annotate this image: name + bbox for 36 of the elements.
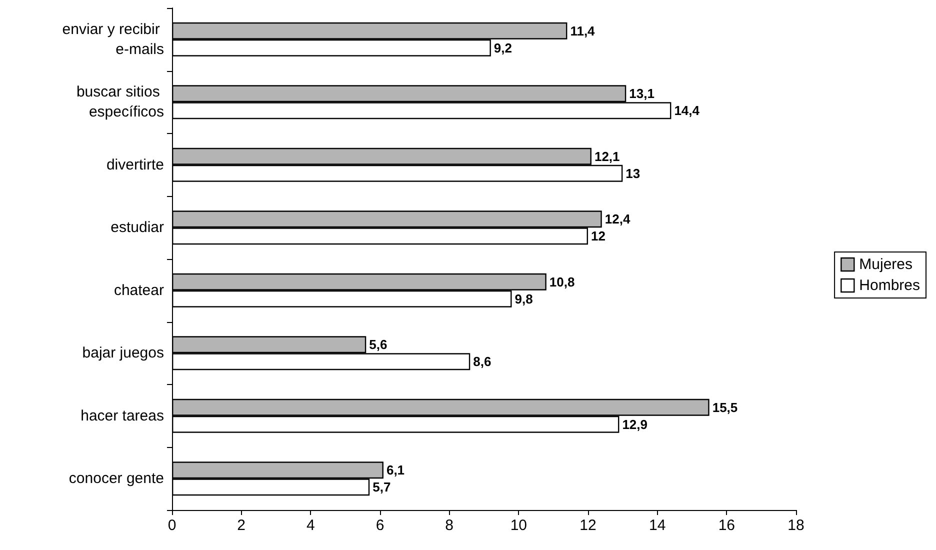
x-tick-label: 8 <box>445 517 454 534</box>
x-tick-label: 14 <box>648 517 666 534</box>
y-tick-label: buscar sitios específicos <box>76 84 164 121</box>
x-tick-label: 16 <box>718 517 736 534</box>
legend-label: Hombres <box>859 277 920 294</box>
x-tick-label: 12 <box>580 517 596 534</box>
data-label: 5,6 <box>369 337 388 352</box>
x-tick-label: 18 <box>788 517 804 534</box>
y-tick-label: enviar y recibir e-mails <box>62 20 164 58</box>
data-label: 5,7 <box>372 480 391 495</box>
y-tick-label: chatear <box>114 282 164 299</box>
x-tick-label: 6 <box>376 517 384 534</box>
y-tick-label: estudiar <box>110 219 164 236</box>
data-label: 15,5 <box>712 400 738 415</box>
data-label: 14,4 <box>674 103 700 118</box>
x-tick-label: 2 <box>237 517 246 534</box>
y-tick-label: hacer tareas <box>80 407 164 424</box>
x-tick-label: 10 <box>510 517 528 534</box>
x-tick-label: 0 <box>168 517 176 534</box>
legend-label: Mujeres <box>859 256 913 273</box>
data-label: 12,4 <box>604 212 631 227</box>
x-tick-label: 4 <box>306 517 315 534</box>
data-label: 12,1 <box>594 148 620 164</box>
y-tick-label: conocer gente <box>68 470 164 488</box>
data-label: 10,8 <box>549 274 575 290</box>
y-tick-label: divertirte <box>106 156 164 174</box>
data-label: 13,1 <box>629 86 654 102</box>
data-label: 8,6 <box>473 354 492 370</box>
data-label: 12 <box>591 228 606 244</box>
data-label: 13 <box>626 166 640 181</box>
data-label: 11,4 <box>570 23 596 38</box>
data-label: 9,2 <box>494 40 512 56</box>
data-label: 12,9 <box>622 416 648 432</box>
y-tick-label: bajar juegos <box>82 344 164 362</box>
data-label: 9,8 <box>514 291 533 306</box>
data-label: 6,1 <box>386 462 405 478</box>
